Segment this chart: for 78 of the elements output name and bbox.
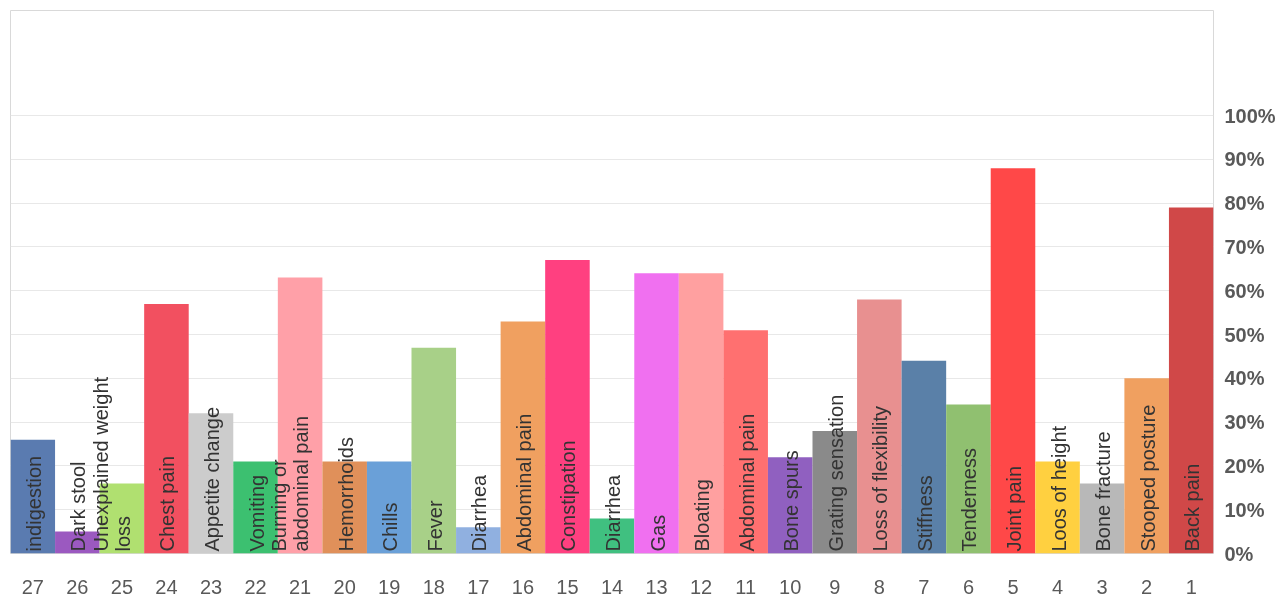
x-tick-label: 19 — [378, 575, 401, 596]
annotation: Chest pain — [156, 455, 179, 552]
x-tick-label: 3 — [1096, 575, 1108, 596]
y-tick-label: 20% — [1224, 454, 1265, 477]
x-tick-label: 20 — [333, 575, 356, 596]
x-tick-label: 21 — [288, 575, 312, 596]
y-tick-label: 90% — [1224, 148, 1265, 171]
x-tick-label: 17 — [467, 575, 490, 596]
y-tick-label: 80% — [1224, 192, 1265, 215]
annotation: Stooped posture — [1136, 404, 1159, 552]
x-tick-label: 8 — [873, 575, 885, 596]
annotation: Hemorrhoids — [334, 437, 357, 552]
annotation: Vomiting — [245, 474, 268, 552]
annotation: Abdominal pain — [512, 413, 535, 552]
y-tick-label: 70% — [1224, 235, 1265, 258]
annotation: Unexplained weight loss — [89, 376, 134, 552]
annotation: Gas — [646, 514, 669, 552]
x-tick-label: 16 — [511, 575, 535, 596]
y-tick-label: 0% — [1224, 542, 1254, 565]
annotation: Loos of height — [1047, 425, 1070, 552]
x-tick-label: 1 — [1185, 575, 1197, 596]
x-tick-label: 10 — [779, 575, 802, 596]
y-tick-label: 10% — [1224, 498, 1265, 521]
y-tick-label: 100% — [1224, 104, 1276, 127]
bar — [1168, 207, 1214, 554]
x-tick-label: 9 — [829, 575, 841, 596]
x-tick-label: 25 — [110, 575, 134, 596]
y-tick-label: 60% — [1224, 279, 1265, 302]
annotation: Constipation — [557, 440, 580, 552]
y-tick-label: 30% — [1224, 411, 1265, 434]
annotation: Fever — [423, 500, 446, 552]
x-tick-label: 6 — [962, 575, 975, 596]
bar — [366, 461, 412, 554]
annotation: Stiffness — [913, 475, 936, 552]
x-tick-label: 7 — [918, 575, 930, 596]
y-tick-label: 50% — [1224, 323, 1265, 346]
annotation: Loss of flexibility — [869, 405, 892, 552]
annotation: Back pain — [1181, 463, 1204, 552]
annotation: Chills — [379, 502, 402, 552]
annotation: indigestion — [22, 455, 45, 552]
bar — [411, 347, 457, 554]
x-tick-label: 14 — [600, 575, 624, 596]
x-tick-label: 5 — [1007, 575, 1019, 596]
bar — [500, 321, 546, 554]
annotation: Appetite change — [201, 406, 223, 552]
bar — [634, 273, 679, 554]
bar — [901, 360, 947, 554]
bar — [144, 303, 189, 554]
annotation: Tenderness — [958, 448, 981, 552]
bar — [545, 260, 590, 554]
x-tick-label: 2 — [1141, 575, 1153, 596]
bar — [723, 330, 768, 554]
x-tick-label: 23 — [199, 575, 223, 596]
annotation: Dark stool — [67, 461, 90, 552]
bar — [678, 273, 724, 554]
annotation: Bone fracture — [1092, 431, 1115, 552]
x-tick-label: 22 — [244, 575, 267, 596]
annotation: Abdominal pain — [735, 413, 758, 552]
x-tick-label: 15 — [556, 575, 579, 596]
annotation: Joint pain — [1003, 465, 1025, 552]
x-tick-label: 11 — [735, 575, 757, 596]
annotation: Grating sensation — [824, 394, 847, 552]
annotation: Bone spurs — [780, 450, 803, 552]
bar — [990, 168, 1036, 554]
x-tick-label: 27 — [21, 575, 44, 596]
annotation: Diarrhea — [602, 473, 624, 552]
y-tick-label: 40% — [1224, 367, 1265, 390]
annotation: Bloating — [691, 479, 714, 552]
bar — [946, 404, 991, 554]
annotation: Diarrhea — [468, 473, 491, 552]
x-tick-label: 4 — [1051, 575, 1064, 596]
x-tick-label: 26 — [66, 575, 89, 596]
x-tick-label: 12 — [689, 575, 713, 596]
annotation: Burning or abdominal pain — [268, 415, 313, 552]
bar — [857, 299, 902, 554]
x-tick-label: 24 — [155, 575, 178, 596]
x-tick-label: 18 — [422, 575, 445, 596]
x-tick-label: 13 — [645, 575, 668, 596]
